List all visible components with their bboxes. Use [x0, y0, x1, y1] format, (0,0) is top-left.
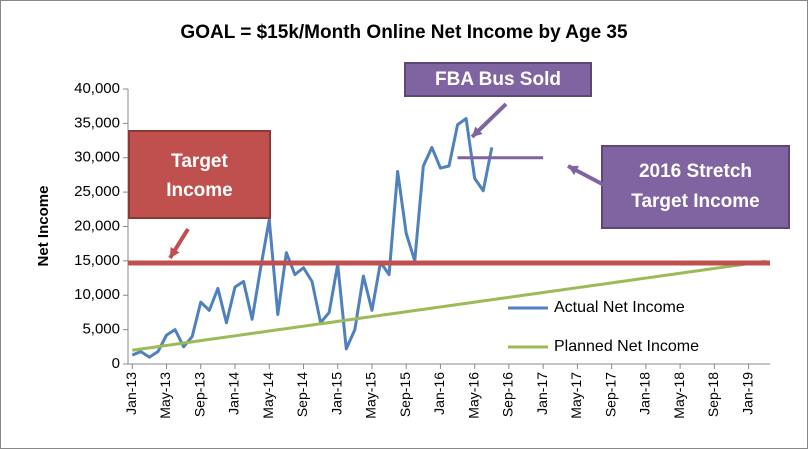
- annotation-text: Target: [171, 151, 228, 172]
- annotation-text: Target Income: [631, 191, 759, 212]
- annotation-box: [601, 145, 790, 229]
- x-tick-label: Jan-16: [431, 372, 447, 415]
- x-tick-label: Jan-15: [328, 372, 344, 415]
- x-tick-label: May-17: [568, 372, 584, 419]
- x-tick-label: Sep-13: [191, 372, 207, 417]
- chart-title: GOAL = $15k/Month Online Net Income by A…: [180, 22, 628, 43]
- annotation-box: [404, 62, 592, 97]
- x-tick-label: Sep-14: [294, 372, 310, 417]
- y-tick-label: 0: [112, 355, 120, 372]
- arrow-head: [568, 165, 579, 176]
- y-tick-label: 35,000: [74, 114, 120, 131]
- arrow-head: [472, 126, 483, 137]
- x-tick-label: Sep-16: [500, 372, 516, 417]
- annotation-text: FBA Bus Sold: [435, 69, 561, 90]
- y-tick-label: 15,000: [74, 252, 120, 269]
- x-tick-label: May-18: [671, 372, 687, 419]
- x-tick-label: May-14: [260, 372, 276, 419]
- x-tick-label: Sep-15: [397, 372, 413, 417]
- x-tick-label: Jan-13: [123, 372, 139, 415]
- y-tick-label: 40,000: [74, 80, 120, 97]
- x-tick-label: May-15: [363, 372, 379, 419]
- series-line: [131, 117, 494, 359]
- annotation-text: 2016 Stretch: [639, 161, 752, 182]
- y-tick-label: 10,000: [74, 286, 120, 303]
- x-tick-label: Jan-17: [534, 372, 550, 415]
- series-line: [132, 259, 766, 352]
- y-tick-label: 25,000: [74, 183, 120, 200]
- legend-label: Actual Net Income: [554, 299, 685, 316]
- x-tick-label: Sep-17: [602, 372, 618, 417]
- arrow-head: [170, 247, 180, 258]
- legend-label: Planned Net Income: [554, 338, 699, 355]
- x-tick-label: May-16: [465, 372, 481, 419]
- x-tick-label: Jan-14: [226, 372, 242, 415]
- y-tick-label: 5,000: [82, 321, 120, 338]
- annotation-text: Income: [166, 180, 233, 201]
- y-tick-label: 30,000: [74, 149, 120, 166]
- annotation-box: [128, 130, 271, 219]
- x-tick-label: Sep-18: [705, 372, 721, 417]
- y-axis-label: Net Income: [35, 186, 52, 267]
- x-tick-label: Jan-19: [739, 372, 755, 415]
- x-tick-label: May-13: [157, 372, 173, 419]
- x-tick-label: Jan-18: [637, 372, 653, 415]
- y-tick-label: 20,000: [74, 217, 120, 234]
